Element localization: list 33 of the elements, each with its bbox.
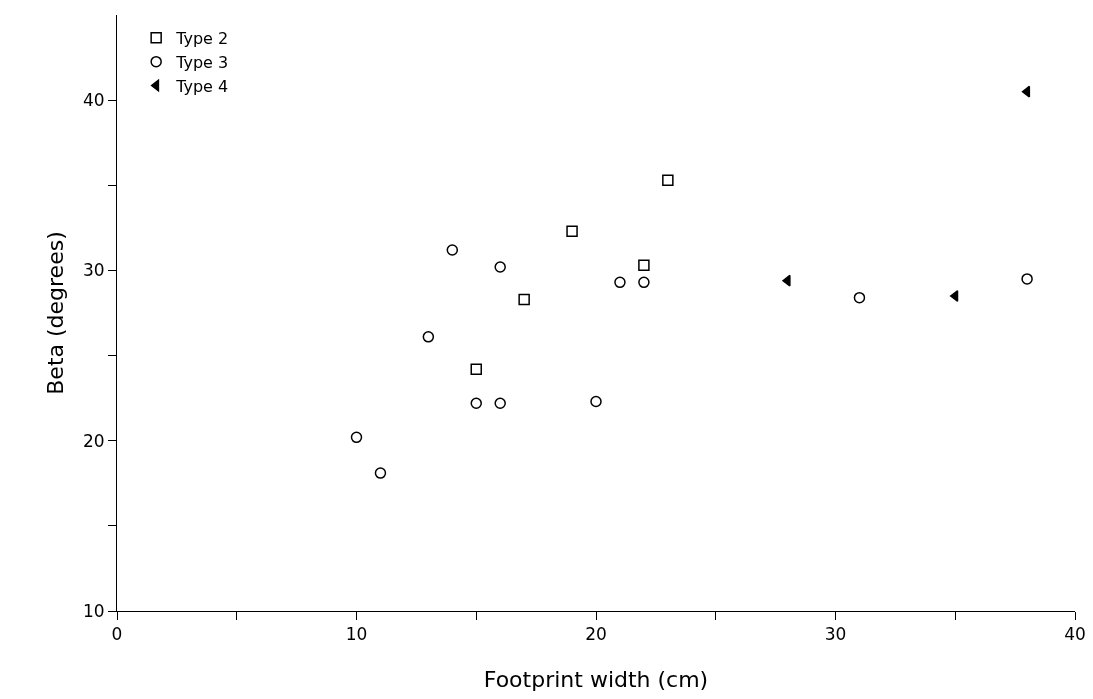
point (1021, 273, 1033, 285)
y-axis-title: Beta (degrees) (43, 231, 68, 395)
point (470, 363, 482, 375)
point (374, 467, 387, 479)
legend-label: Type 2 (175, 29, 229, 49)
point (518, 293, 530, 306)
point (1021, 85, 1031, 98)
x-axis-title: Footprint width (cm) (483, 667, 709, 692)
x-tick-label: 40 (1064, 624, 1086, 645)
legend-label: Type 3 (175, 52, 229, 72)
point (446, 244, 459, 256)
y-tick-label: 10 (82, 600, 105, 621)
point (566, 225, 578, 238)
y-tick-label: 40 (82, 90, 105, 111)
y-tick-label: 20 (82, 430, 105, 451)
point (590, 395, 602, 408)
point (470, 397, 482, 409)
point (638, 259, 650, 272)
point (853, 291, 866, 304)
point (422, 331, 435, 343)
point (950, 290, 959, 302)
y-tick-label: 30 (82, 260, 105, 281)
point (494, 397, 506, 409)
point (494, 261, 506, 273)
point (662, 174, 674, 186)
x-tick-label: 30 (824, 624, 847, 645)
point (638, 276, 650, 289)
point (614, 276, 626, 289)
point (350, 431, 363, 444)
x-tick-label: 20 (585, 624, 607, 645)
x-tick-label: 10 (345, 624, 368, 645)
legend-label: Type 4 (175, 76, 229, 96)
x-tick-label: 0 (111, 624, 123, 645)
